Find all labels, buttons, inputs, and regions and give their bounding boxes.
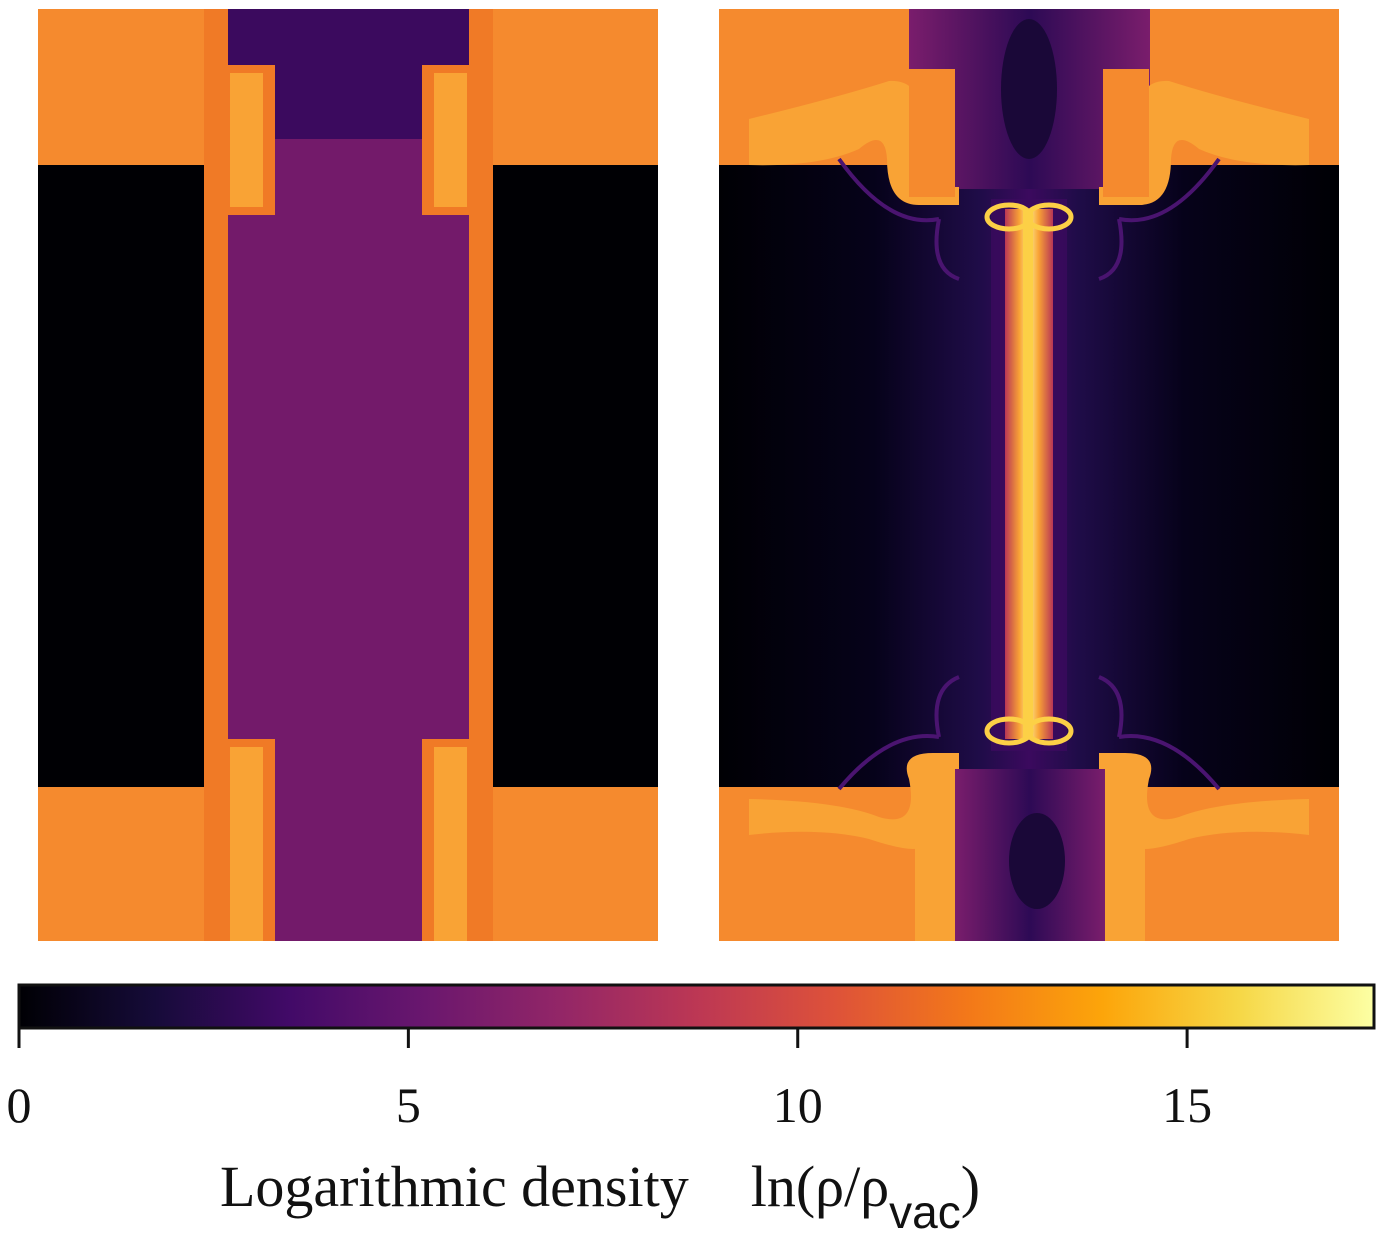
right-density-map bbox=[719, 9, 1339, 941]
colorbar-gradient bbox=[17, 983, 1376, 1030]
wall-strip-left bbox=[204, 9, 228, 941]
wall-strip-right bbox=[469, 9, 493, 941]
filament-curl bbox=[934, 218, 960, 281]
insert-bottom-left bbox=[230, 747, 263, 941]
filament-curl bbox=[1098, 218, 1124, 281]
colorbar-tick-label: 15 bbox=[1162, 1077, 1213, 1133]
wall-plume-bottom-left bbox=[749, 753, 959, 849]
channel-bottom-core bbox=[1009, 813, 1065, 909]
vortex-bottom-right bbox=[1024, 716, 1074, 746]
left-density-panel bbox=[38, 9, 658, 941]
colorbar-label: Logarithmic density ln(ρ/ρvac) bbox=[220, 1158, 980, 1236]
filament-curl bbox=[837, 734, 940, 791]
vortex-bottom-left bbox=[984, 716, 1034, 746]
insert-bottom-right bbox=[434, 747, 467, 941]
right-density-panel bbox=[719, 9, 1339, 941]
insert-top-left bbox=[230, 73, 263, 207]
left-density-map bbox=[38, 9, 658, 941]
filament-curl bbox=[934, 675, 960, 738]
colorbar-label-text: Logarithmic density bbox=[220, 1154, 689, 1219]
insert-bottom-left bbox=[915, 769, 955, 941]
insert-top-right bbox=[434, 73, 467, 207]
colorbar bbox=[17, 983, 1376, 1048]
colorbar-ticks bbox=[17, 1028, 1189, 1048]
colorbar-tick-label: 5 bbox=[395, 1077, 421, 1133]
channel-top-core bbox=[1001, 19, 1057, 159]
vortex-top-right bbox=[1024, 202, 1074, 232]
wall-plume-top-right bbox=[1099, 80, 1309, 205]
colorbar-tick-label: 10 bbox=[772, 1077, 823, 1133]
filament-curl bbox=[1118, 157, 1221, 223]
pinch-core bbox=[1023, 209, 1033, 739]
filament-curl bbox=[1118, 734, 1221, 791]
colorbar-label-subscript: vac bbox=[889, 1186, 961, 1238]
wall-plume-bottom-right bbox=[1099, 753, 1309, 849]
insert-bottom-right bbox=[1105, 769, 1145, 941]
colorbar-label-close: ) bbox=[960, 1154, 981, 1219]
vacuum-block-right bbox=[493, 165, 658, 787]
wall-plume-top-left bbox=[749, 80, 959, 205]
filament-curl bbox=[1098, 675, 1124, 738]
colorbar-tick-label: 0 bbox=[6, 1077, 32, 1133]
filament-curl bbox=[837, 157, 940, 223]
vacuum-block-left bbox=[38, 165, 204, 787]
vortex-top-left bbox=[984, 202, 1034, 232]
colorbar-label-math: ln(ρ/ρ bbox=[750, 1154, 890, 1219]
insert-top-left bbox=[909, 69, 955, 197]
insert-top-right bbox=[1103, 69, 1149, 197]
